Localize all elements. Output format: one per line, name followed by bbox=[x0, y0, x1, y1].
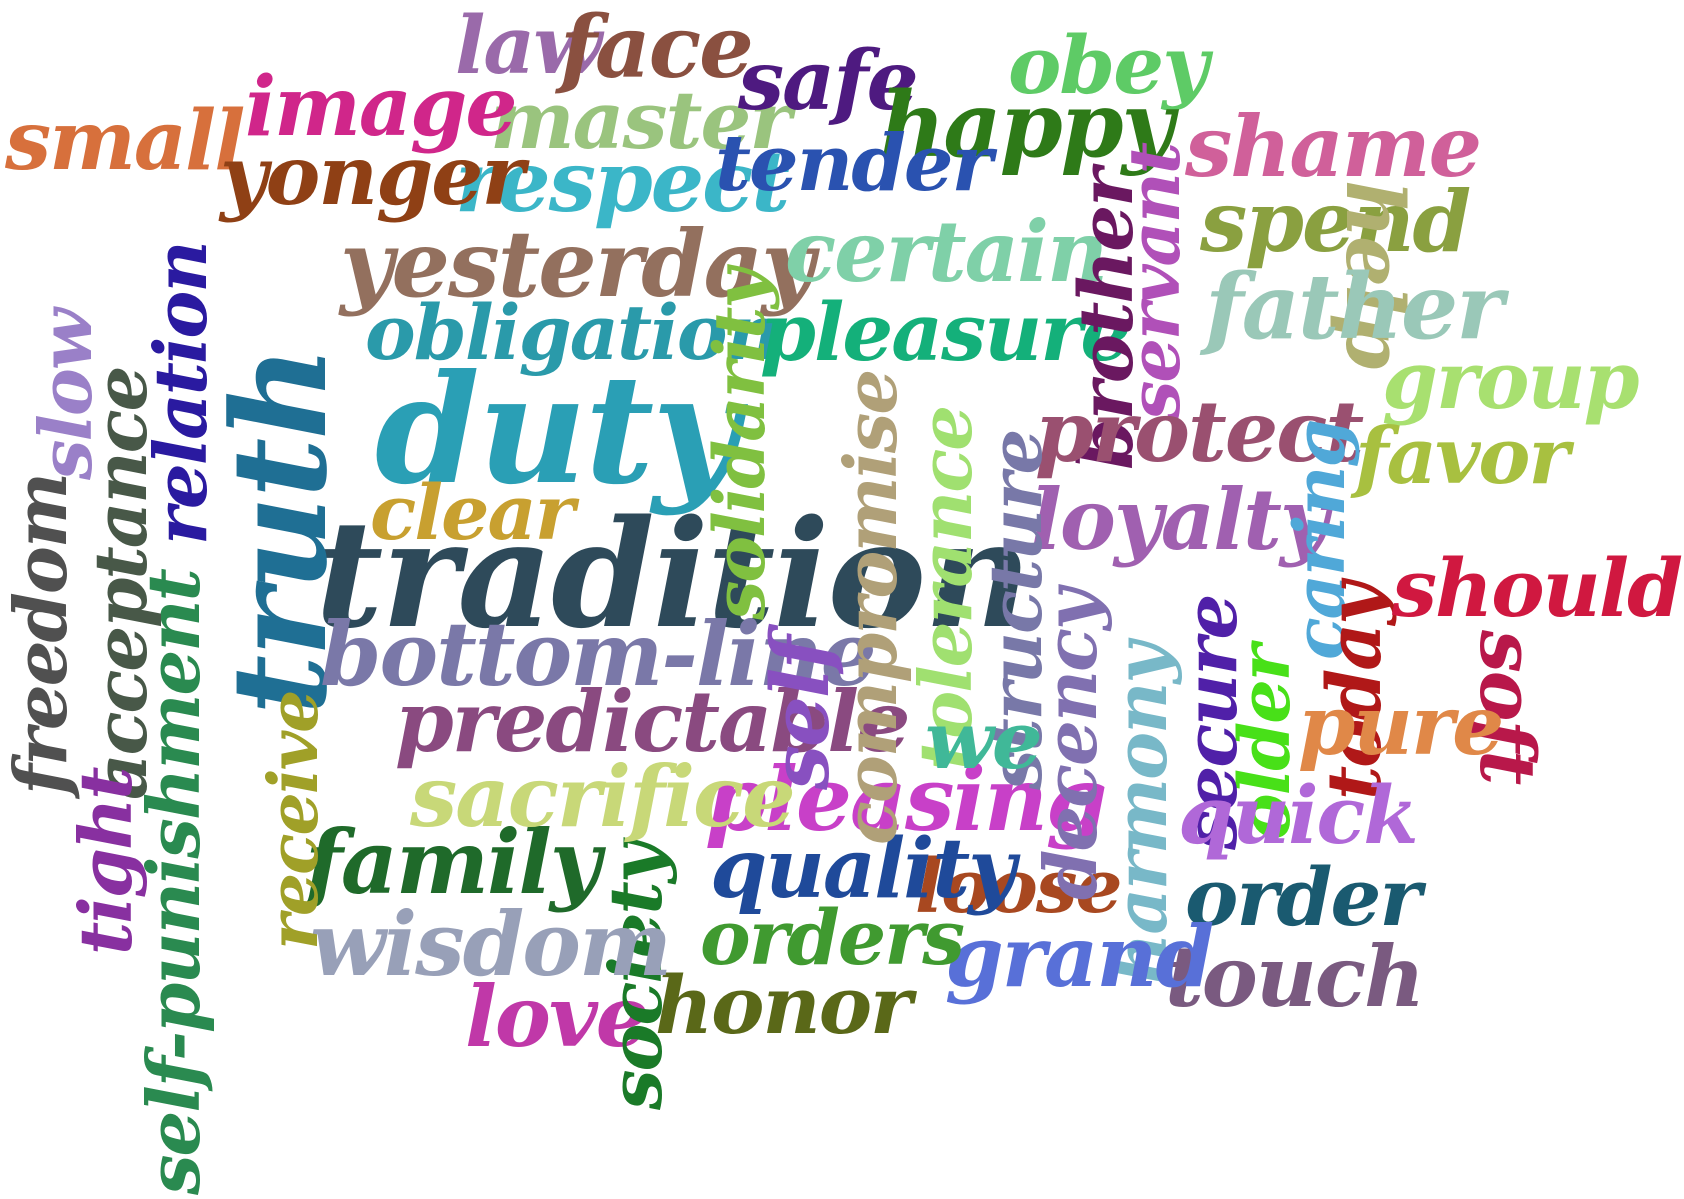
word-freedom: freedom bbox=[0, 473, 83, 795]
word-should: should bbox=[1392, 541, 1683, 635]
word-family: family bbox=[305, 810, 601, 914]
word-respect: respect bbox=[455, 132, 790, 231]
word-certain: certain bbox=[785, 202, 1108, 301]
word-wisdom: wisdom bbox=[310, 892, 672, 996]
word-touch: touch bbox=[1165, 927, 1425, 1026]
word-pure: pure bbox=[1298, 678, 1504, 774]
word-master: master bbox=[490, 73, 792, 167]
word-love: love bbox=[465, 967, 649, 1066]
word-tradition: tradition bbox=[315, 487, 1032, 661]
word-duty: duty bbox=[375, 342, 739, 518]
word-face: face bbox=[560, 0, 754, 98]
word-shame: shame bbox=[1185, 97, 1482, 196]
word-slow: slow bbox=[23, 310, 108, 480]
word-yonger: yonger bbox=[220, 128, 525, 224]
word-compromise: compromise bbox=[828, 370, 913, 845]
word-loose: loose bbox=[915, 844, 1123, 930]
word-bottom-line: bottom-line bbox=[320, 602, 877, 706]
word-pleasing: pleasing bbox=[705, 747, 1107, 851]
word-sacrifice: sacrifice bbox=[410, 747, 796, 846]
word-solidarity: solidarity bbox=[698, 269, 781, 620]
word-pleasure: pleasure bbox=[760, 285, 1131, 379]
word-image: image bbox=[245, 59, 518, 155]
word-clear: clear bbox=[370, 468, 575, 557]
word-spend: spend bbox=[1200, 172, 1471, 271]
word-small: small bbox=[5, 93, 245, 189]
word-servant: servant bbox=[1113, 143, 1196, 420]
word-quality: quality bbox=[710, 821, 1016, 917]
word-orders: orders bbox=[700, 893, 965, 982]
word-protect: protect bbox=[1035, 382, 1364, 481]
word-tight: tight bbox=[63, 768, 148, 955]
word-tender: tender bbox=[715, 118, 993, 209]
word-obligation: obligation bbox=[365, 288, 781, 377]
word-decency: decency bbox=[1028, 590, 1113, 900]
word-loyalty: loyalty bbox=[1030, 470, 1329, 569]
word-receive: receive bbox=[254, 691, 334, 950]
word-grand: grand bbox=[945, 907, 1214, 1006]
word-order: order bbox=[1185, 850, 1421, 944]
word-quick: quick bbox=[1178, 768, 1419, 862]
word-law: law bbox=[455, 0, 602, 92]
word-happy: happy bbox=[880, 72, 1174, 178]
word-yesterday: yesterday bbox=[340, 210, 815, 318]
word-father: father bbox=[1205, 254, 1504, 360]
word-honor: honor bbox=[655, 958, 912, 1052]
word-group: group bbox=[1382, 333, 1640, 427]
word-safe: safe bbox=[738, 33, 919, 129]
word-predictable: predictable bbox=[395, 672, 911, 771]
word-favor: favor bbox=[1355, 411, 1570, 502]
word-we: we bbox=[925, 693, 1043, 787]
word-obey: obey bbox=[1008, 18, 1209, 112]
